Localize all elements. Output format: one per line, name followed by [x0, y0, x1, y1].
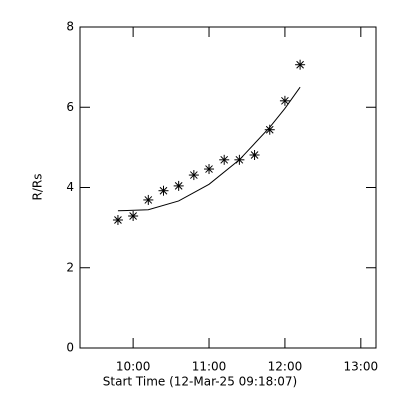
- asterisk-stroke: [114, 216, 122, 224]
- data-point: [204, 164, 215, 175]
- asterisk-stroke: [129, 212, 137, 220]
- data-point: [295, 59, 306, 70]
- y-axis-label: R/Rs: [31, 174, 45, 201]
- asterisk-stroke: [265, 125, 274, 134]
- x-tick-label: 11:00: [192, 360, 227, 374]
- asterisk-stroke: [205, 165, 213, 173]
- data-point: [128, 210, 139, 221]
- asterisk-stroke: [159, 186, 168, 195]
- asterisk-stroke: [296, 60, 304, 69]
- x-tick-label: 10:00: [116, 360, 151, 374]
- x-tick-label: 12:00: [268, 360, 303, 374]
- y-tick-label: 0: [66, 341, 74, 355]
- asterisk-stroke: [189, 171, 198, 179]
- asterisk-stroke: [174, 182, 183, 190]
- asterisk-stroke: [144, 196, 153, 204]
- data-point: [249, 149, 260, 160]
- data-point: [279, 95, 290, 106]
- data-point: [173, 180, 184, 191]
- x-axis-label: Start Time (12-Mar-25 09:18:07): [103, 375, 297, 389]
- data-point: [219, 154, 230, 165]
- asterisk-stroke: [220, 155, 229, 164]
- y-tick-label: 2: [66, 260, 74, 274]
- x-tick-label: 13:00: [344, 360, 379, 374]
- y-tick-label: 4: [66, 180, 74, 194]
- data-point: [188, 170, 199, 181]
- plot-frame: [79, 26, 377, 349]
- data-point: [264, 124, 275, 135]
- data-point: [143, 194, 154, 205]
- y-tick-label: 8: [66, 20, 74, 34]
- data-point: [112, 215, 123, 226]
- data-point: [158, 185, 169, 196]
- fit-line: [117, 86, 301, 212]
- y-tick-label: 6: [66, 100, 74, 114]
- asterisk-stroke: [281, 96, 289, 105]
- asterisk-stroke: [250, 151, 259, 159]
